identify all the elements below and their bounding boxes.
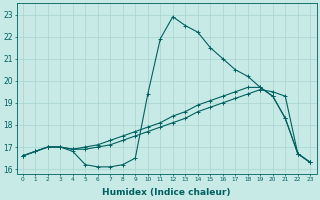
X-axis label: Humidex (Indice chaleur): Humidex (Indice chaleur) [102, 188, 231, 197]
